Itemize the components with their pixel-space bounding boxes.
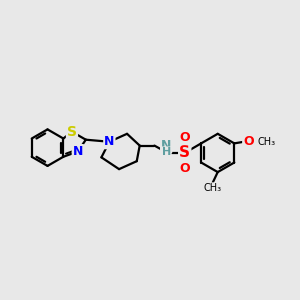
Text: N: N	[73, 145, 83, 158]
Text: O: O	[179, 131, 190, 144]
Text: S: S	[67, 125, 77, 139]
Text: CH₃: CH₃	[203, 183, 221, 193]
Text: H: H	[162, 147, 171, 158]
Text: N: N	[161, 139, 171, 152]
Text: S: S	[179, 146, 190, 160]
Text: O: O	[243, 135, 254, 148]
Text: N: N	[104, 135, 115, 148]
Text: O: O	[179, 162, 190, 175]
Text: CH₃: CH₃	[257, 137, 275, 147]
